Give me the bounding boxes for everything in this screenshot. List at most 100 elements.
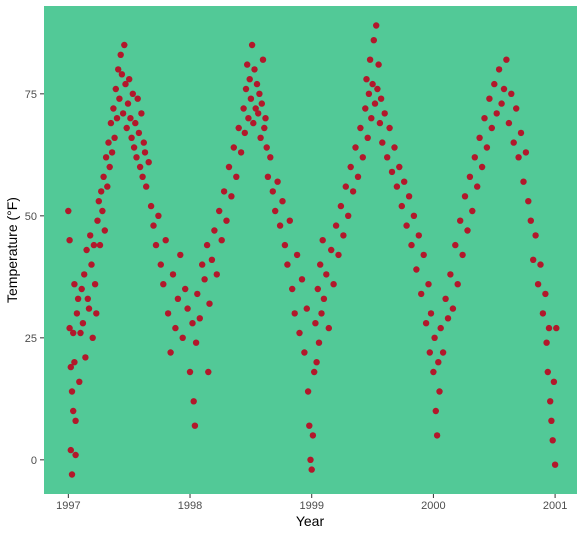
data-point xyxy=(347,163,354,171)
x-tick-label: 1997 xyxy=(56,500,80,512)
data-point xyxy=(233,173,240,180)
data-point xyxy=(130,144,138,151)
data-point xyxy=(169,271,177,278)
data-point xyxy=(293,251,301,259)
data-point xyxy=(352,144,359,151)
data-point xyxy=(359,154,366,161)
data-point xyxy=(194,290,201,298)
data-point xyxy=(337,202,345,210)
data-point xyxy=(435,359,442,366)
data-point xyxy=(281,241,289,249)
data-point xyxy=(93,310,100,317)
data-point xyxy=(225,163,233,171)
data-point xyxy=(549,437,556,444)
data-point xyxy=(112,85,120,93)
data-point xyxy=(289,285,296,293)
data-point xyxy=(517,129,525,137)
data-point xyxy=(422,320,430,327)
data-point xyxy=(376,119,384,127)
data-point xyxy=(110,105,117,112)
data-point xyxy=(89,334,96,341)
data-point xyxy=(442,295,449,302)
data-point xyxy=(257,134,264,141)
x-tick-label: 1998 xyxy=(178,500,202,512)
data-point xyxy=(116,95,123,102)
data-point xyxy=(437,324,444,332)
data-point xyxy=(522,149,530,156)
data-point xyxy=(371,100,379,107)
data-point xyxy=(543,339,550,346)
data-point xyxy=(258,100,265,107)
data-point xyxy=(393,183,401,190)
data-point xyxy=(408,241,415,249)
data-point xyxy=(263,144,270,151)
data-point xyxy=(220,188,228,195)
data-point xyxy=(354,173,362,180)
data-point xyxy=(251,66,258,73)
data-point xyxy=(101,227,109,234)
data-point xyxy=(317,261,324,268)
data-point xyxy=(420,251,427,259)
data-point xyxy=(84,295,92,302)
data-point xyxy=(141,149,149,156)
data-point xyxy=(140,139,147,146)
data-point xyxy=(267,154,274,161)
data-point xyxy=(83,246,90,254)
data-point xyxy=(368,115,375,122)
data-point xyxy=(426,349,433,356)
data-point xyxy=(542,290,549,298)
plot-panel xyxy=(44,6,577,494)
data-point xyxy=(162,237,169,244)
data-point xyxy=(107,119,115,127)
data-point xyxy=(150,222,157,229)
data-point xyxy=(67,446,75,454)
data-point xyxy=(155,212,162,219)
data-point xyxy=(306,422,313,429)
data-point xyxy=(449,305,457,312)
data-point xyxy=(121,41,128,49)
data-point xyxy=(95,198,103,205)
data-point xyxy=(311,368,318,376)
data-point xyxy=(303,305,310,312)
data-point xyxy=(427,310,435,317)
data-point xyxy=(191,422,199,429)
data-point xyxy=(366,56,374,63)
data-point xyxy=(241,129,248,137)
data-point xyxy=(364,134,371,141)
data-point xyxy=(488,124,495,132)
data-point xyxy=(119,110,127,117)
data-point xyxy=(259,56,267,63)
data-point xyxy=(76,378,83,385)
data-point xyxy=(87,232,94,239)
data-point xyxy=(196,315,203,322)
y-axis-title: Temperature (°F) xyxy=(4,197,20,303)
data-point xyxy=(90,241,98,249)
data-point xyxy=(323,271,330,278)
data-point xyxy=(377,95,385,102)
data-point xyxy=(129,90,136,98)
data-point xyxy=(246,76,253,83)
data-point xyxy=(433,432,441,439)
data-point xyxy=(466,173,474,180)
data-point xyxy=(104,183,111,190)
data-point xyxy=(72,417,79,424)
data-point xyxy=(486,95,493,102)
data-point xyxy=(157,261,164,268)
data-point xyxy=(469,207,476,215)
data-point xyxy=(81,271,88,278)
data-point xyxy=(143,183,150,190)
data-point xyxy=(253,80,261,88)
data-point xyxy=(503,56,510,63)
data-point xyxy=(71,281,78,288)
data-point xyxy=(164,310,172,317)
data-point xyxy=(82,354,89,361)
data-point xyxy=(113,115,121,122)
data-point xyxy=(309,432,317,439)
data-point xyxy=(461,193,469,200)
data-point xyxy=(261,124,268,132)
data-point xyxy=(369,80,376,88)
data-point xyxy=(362,105,369,112)
data-point xyxy=(284,261,291,268)
data-point xyxy=(66,324,73,332)
data-point xyxy=(530,256,537,263)
